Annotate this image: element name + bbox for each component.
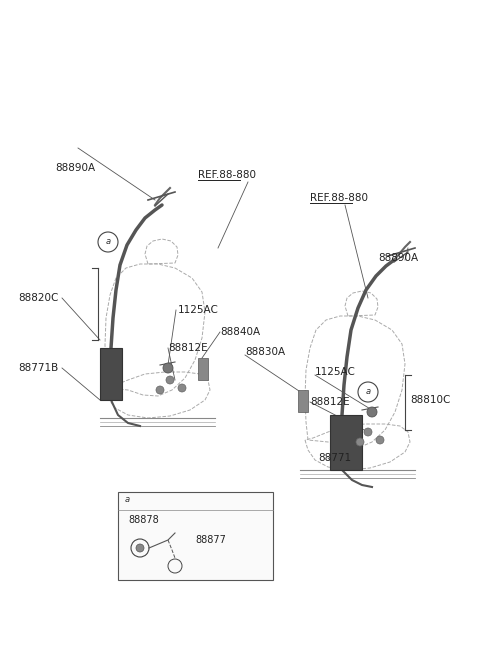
Text: 88890A: 88890A xyxy=(378,253,418,263)
Text: a: a xyxy=(124,495,130,505)
Text: 88878: 88878 xyxy=(128,515,159,525)
Circle shape xyxy=(166,376,174,384)
Text: 88810C: 88810C xyxy=(410,395,450,405)
Circle shape xyxy=(136,544,144,552)
Text: 88812E: 88812E xyxy=(168,343,208,353)
Text: 88812E: 88812E xyxy=(310,397,349,407)
Text: 88890A: 88890A xyxy=(55,163,95,173)
Text: a: a xyxy=(106,237,110,246)
Bar xyxy=(100,348,122,400)
Text: a: a xyxy=(365,388,371,397)
Text: 1125AC: 1125AC xyxy=(178,305,219,315)
Text: 88820C: 88820C xyxy=(18,293,59,303)
Bar xyxy=(298,390,308,412)
Text: 88877: 88877 xyxy=(195,535,226,545)
Circle shape xyxy=(376,436,384,444)
Text: REF.88-880: REF.88-880 xyxy=(310,193,368,203)
Bar xyxy=(118,492,273,580)
Circle shape xyxy=(356,438,364,446)
Text: 88840A: 88840A xyxy=(220,327,260,337)
Text: 1125AC: 1125AC xyxy=(315,367,356,377)
Text: REF.88-880: REF.88-880 xyxy=(198,170,256,180)
Bar xyxy=(198,358,208,380)
Text: 88830A: 88830A xyxy=(245,347,285,357)
Circle shape xyxy=(178,384,186,392)
Circle shape xyxy=(156,386,164,394)
Circle shape xyxy=(367,407,377,417)
Bar xyxy=(330,415,362,470)
Circle shape xyxy=(364,428,372,436)
Text: 88771B: 88771B xyxy=(18,363,58,373)
Circle shape xyxy=(163,363,173,373)
Text: 88771: 88771 xyxy=(318,453,351,463)
